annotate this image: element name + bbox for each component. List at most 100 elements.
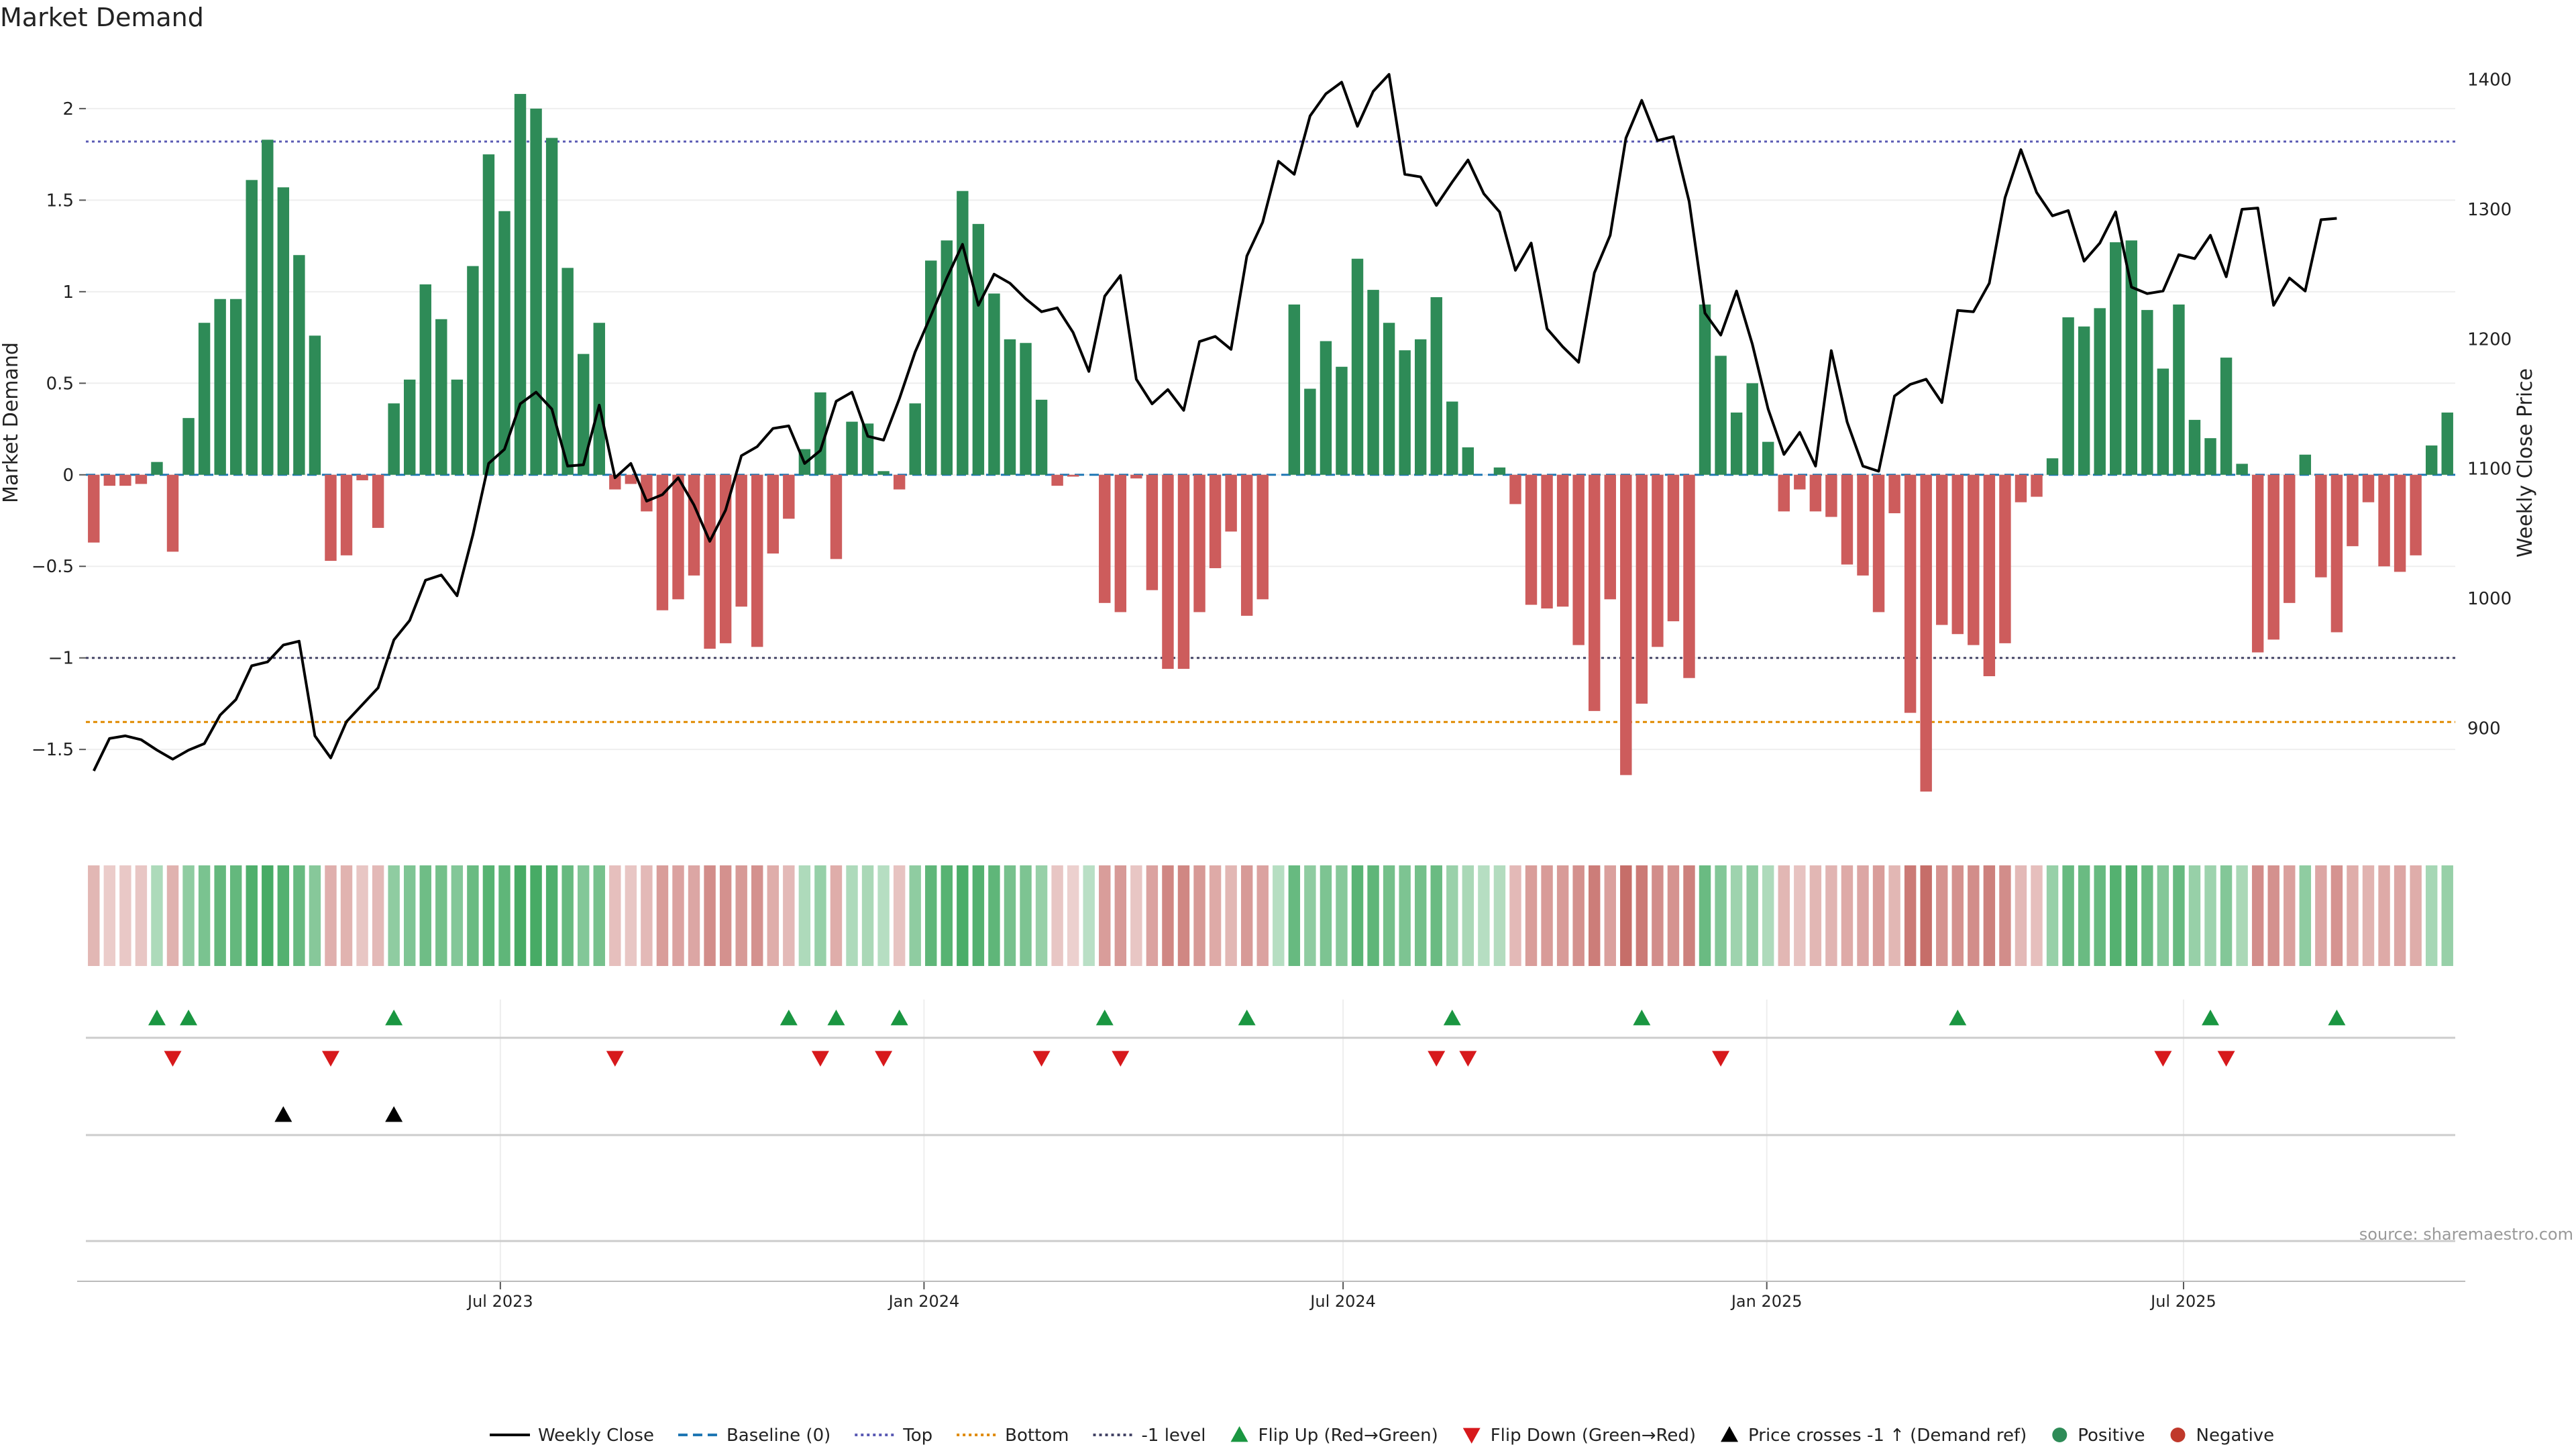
positive-bar <box>1320 341 1332 475</box>
heat-cell <box>356 865 368 966</box>
negative-bar <box>1904 474 1917 713</box>
reference-lines <box>86 140 2455 723</box>
legend-item: Negative <box>2170 1426 2274 1446</box>
negative-bar <box>1683 474 1695 678</box>
negative-bar <box>1525 474 1538 605</box>
negative-bar <box>2394 474 2406 572</box>
legend-label: Weekly Close <box>538 1426 654 1446</box>
heat-cell <box>1794 865 1806 966</box>
heat-cell <box>798 865 811 966</box>
negative-bar <box>1588 474 1601 711</box>
negative-bar <box>1572 474 1585 645</box>
legend-swatch <box>1230 1426 1248 1442</box>
flip-up-marker <box>890 1010 908 1026</box>
legend-label: Flip Up (Red→Green) <box>1258 1426 1438 1446</box>
positive-bar <box>1004 339 1016 475</box>
legend-label: Flip Down (Green→Red) <box>1491 1426 1696 1446</box>
positive-bar <box>972 223 985 475</box>
negative-bar <box>2251 474 2264 653</box>
heat-cell <box>246 865 258 966</box>
heat-cell <box>1209 865 1222 966</box>
heat-cell <box>2157 865 2169 966</box>
heat-cell <box>561 865 574 966</box>
heat-cell <box>1652 865 1664 966</box>
negative-bar <box>1667 474 1680 622</box>
negative-bar <box>1825 474 1837 517</box>
negative-bar <box>1620 474 1632 775</box>
negative-bar <box>1841 474 1854 565</box>
x-tick-label: Jan 2024 <box>888 1292 960 1311</box>
positive-bar <box>514 94 527 475</box>
negative-bar <box>1920 474 1932 792</box>
heat-cell <box>2173 865 2185 966</box>
positive-bar <box>419 284 431 475</box>
heat-cell <box>814 865 826 966</box>
legend-item: Top <box>855 1426 932 1446</box>
heat-cell <box>1414 865 1427 966</box>
heat-cell <box>1083 865 1095 966</box>
flip-down-marker <box>875 1051 893 1067</box>
heat-cell <box>641 865 653 966</box>
heat-cell <box>119 865 131 966</box>
positive-bar <box>198 323 211 475</box>
positive-bar <box>435 319 447 475</box>
heat-cell <box>530 865 542 966</box>
heat-cell <box>545 865 558 966</box>
legend-label: -1 level <box>1142 1426 1206 1446</box>
positive-bar <box>988 293 1000 475</box>
heat-cell <box>2410 865 2422 966</box>
negative-bar <box>1604 474 1616 600</box>
heat-cell <box>277 865 290 966</box>
y2-tick-label: 1300 <box>2467 200 2512 220</box>
heat-cell <box>2330 865 2343 966</box>
heat-cell <box>2315 865 2327 966</box>
positive-bar <box>909 403 921 475</box>
y-tick-label: −0.5 <box>32 557 74 577</box>
heat-cell <box>182 865 195 966</box>
flip-down-marker <box>2217 1051 2235 1067</box>
flip-down-marker <box>1459 1051 1477 1067</box>
heat-cell <box>151 865 163 966</box>
negative-bar <box>641 474 653 512</box>
heat-cell <box>1572 865 1585 966</box>
flip-up-marker <box>180 1010 198 1026</box>
heat-cell <box>1841 865 1854 966</box>
flip-up-marker <box>148 1010 166 1026</box>
negative-bar <box>1778 474 1790 512</box>
price-cross-panel <box>86 1106 2455 1136</box>
flip-down-marker <box>1712 1051 1730 1067</box>
heat-cell <box>2031 865 2043 966</box>
legend-item: Weekly Close <box>490 1426 654 1446</box>
positive-bar <box>2110 242 2122 475</box>
legend-item: Positive <box>2052 1426 2145 1446</box>
heat-cell <box>1336 865 1348 966</box>
negative-bar <box>166 474 179 552</box>
heat-cell <box>135 865 148 966</box>
negative-bar <box>2347 474 2359 547</box>
positive-bar <box>561 268 574 475</box>
heat-cell <box>1430 865 1442 966</box>
heat-cell <box>262 865 274 966</box>
heat-cell <box>1778 865 1790 966</box>
axes: 2 1.5 1 0.5 0 −0.5 −1 −1.5 1400 1300 1200 1100 1000 9… <box>0 70 2537 761</box>
heat-cell <box>1478 865 1490 966</box>
heat-cell <box>2299 865 2312 966</box>
heat-cell <box>514 865 527 966</box>
heat-cell <box>861 865 874 966</box>
positive-bar <box>451 379 464 475</box>
heat-cell <box>1067 865 1079 966</box>
heat-cell <box>1288 865 1301 966</box>
negative-bar <box>2378 474 2390 567</box>
heat-cell <box>2015 865 2027 966</box>
flip-up-marker <box>827 1010 845 1026</box>
legend-item: Flip Up (Red→Green) <box>1230 1426 1438 1446</box>
chart-title: Market Demand <box>0 3 204 32</box>
positive-bar <box>2204 438 2216 475</box>
positive-bar <box>482 154 495 475</box>
heat-cell <box>1193 865 1205 966</box>
y-axis-title: Market Demand <box>0 342 23 503</box>
positive-bar <box>1399 350 1411 475</box>
positive-bar <box>246 180 258 475</box>
heat-cell <box>909 865 921 966</box>
y-tick-label: −1.5 <box>32 740 74 760</box>
